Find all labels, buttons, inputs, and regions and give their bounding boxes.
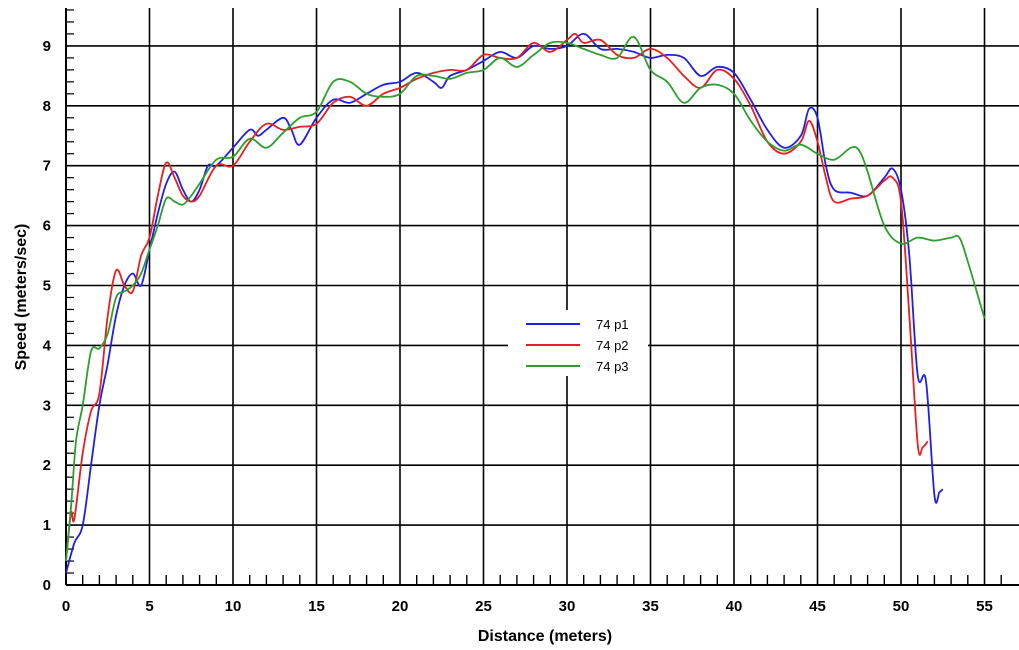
horizontal-gridlines xyxy=(66,45,1019,526)
y-tick-label: 0 xyxy=(43,577,51,594)
x-tick-label: 0 xyxy=(62,598,70,615)
y-tick-label: 6 xyxy=(43,218,51,235)
vertical-gridlines xyxy=(148,8,986,585)
x-tick-label: 35 xyxy=(642,598,659,615)
x-tick-label: 5 xyxy=(145,598,153,615)
legend: 74 p1 74 p2 74 p3 xyxy=(508,310,648,376)
series-line-3 xyxy=(65,35,986,562)
series-line-2 xyxy=(65,32,929,562)
x-tick-label: 40 xyxy=(726,598,743,615)
y-tick-label: 7 xyxy=(43,158,51,175)
x-tick-labels: 0 5 10 15 20 25 30 35 40 45 50 55 xyxy=(62,598,993,615)
y-tick-label: 9 xyxy=(43,38,51,55)
x-tick-label: 50 xyxy=(893,598,910,615)
x-tick-label: 20 xyxy=(392,598,409,615)
y-tick-labels: 0 1 2 3 4 5 6 7 8 9 xyxy=(43,38,52,594)
y-tick-label: 5 xyxy=(43,278,51,295)
y-tick-label: 8 xyxy=(43,98,51,115)
plot-background xyxy=(66,8,1019,585)
x-tick-label: 30 xyxy=(559,598,576,615)
x-tick-label: 15 xyxy=(308,598,325,615)
y-tick-label: 2 xyxy=(43,457,51,474)
y-tick-label: 3 xyxy=(43,397,51,414)
x-tick-label: 10 xyxy=(225,598,242,615)
series-lines xyxy=(65,32,986,574)
legend-label-3: 74 p3 xyxy=(596,359,629,374)
legend-label-2: 74 p2 xyxy=(596,338,629,353)
x-tick-label: 45 xyxy=(809,598,826,615)
x-tick-label: 55 xyxy=(976,598,993,615)
legend-label-1: 74 p1 xyxy=(596,317,629,332)
y-tick-label: 4 xyxy=(43,337,52,354)
y-axis-title: Speed (meters/sec) xyxy=(13,224,30,371)
y-tick-label: 1 xyxy=(43,517,51,534)
x-tick-label: 25 xyxy=(475,598,492,615)
x-axis-title: Distance (meters) xyxy=(478,628,612,645)
